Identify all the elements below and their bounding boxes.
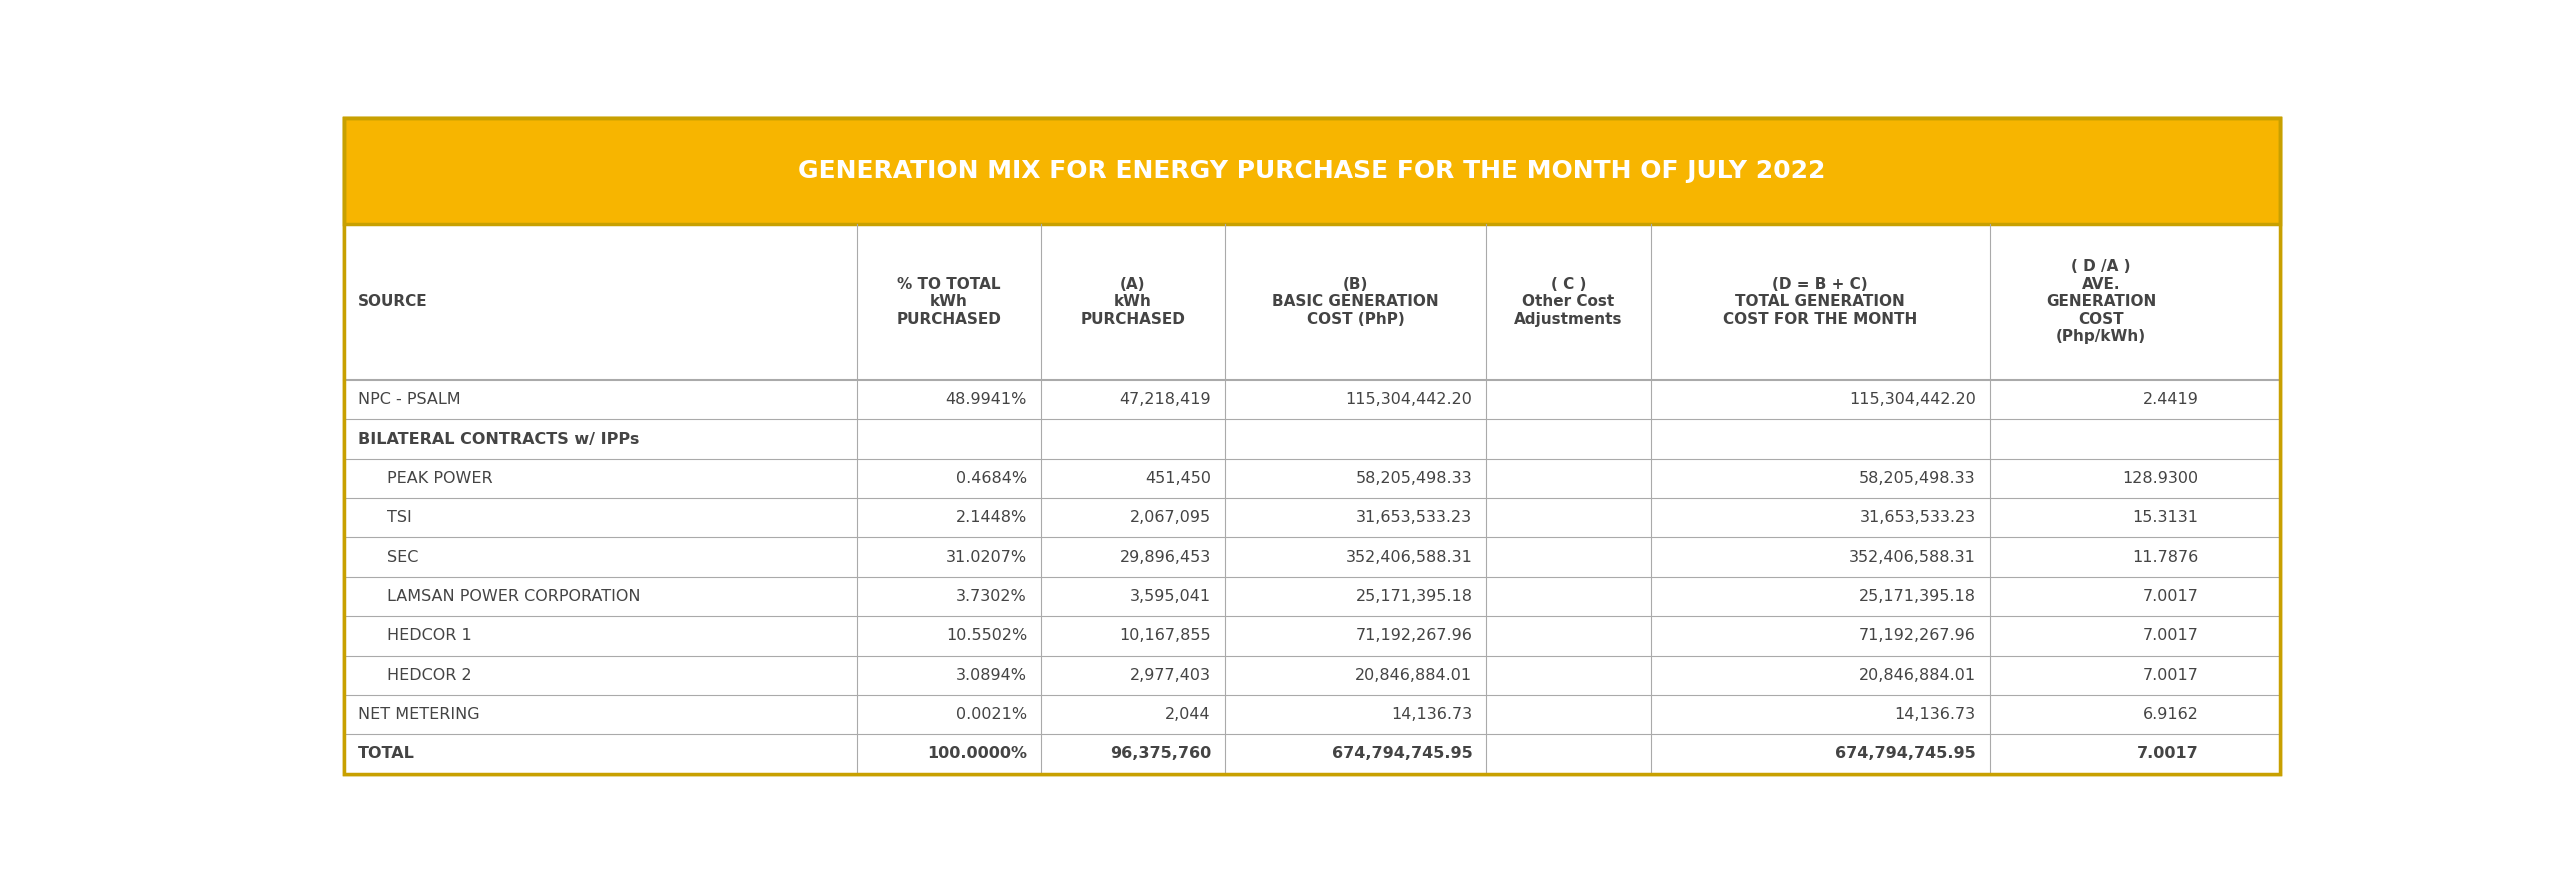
Text: 7.0017: 7.0017 [2138,746,2199,761]
Text: 14,136.73: 14,136.73 [1390,707,1472,722]
Text: 96,375,760: 96,375,760 [1108,746,1211,761]
Text: (A)
kWh
PURCHASED: (A) kWh PURCHASED [1080,277,1185,327]
Text: 674,794,745.95: 674,794,745.95 [1331,746,1472,761]
Text: 7.0017: 7.0017 [2143,668,2199,683]
Text: GENERATION MIX FOR ENERGY PURCHASE FOR THE MONTH OF JULY 2022: GENERATION MIX FOR ENERGY PURCHASE FOR T… [799,159,1825,183]
Text: 451,450: 451,450 [1144,471,1211,486]
Bar [343,380,2281,419]
Text: HEDCOR 2: HEDCOR 2 [387,668,471,683]
Text: 29,896,453: 29,896,453 [1119,549,1211,564]
Text: 352,406,588.31: 352,406,588.31 [1347,549,1472,564]
Text: 58,205,498.33: 58,205,498.33 [1859,471,1976,486]
Text: 11.7876: 11.7876 [2132,549,2199,564]
Text: 115,304,442.20: 115,304,442.20 [1347,392,1472,407]
Text: 7.0017: 7.0017 [2143,629,2199,644]
Text: 47,218,419: 47,218,419 [1119,392,1211,407]
Text: BILATERAL CONTRACTS w/ IPPs: BILATERAL CONTRACTS w/ IPPs [358,432,640,447]
Text: 58,205,498.33: 58,205,498.33 [1357,471,1472,486]
Text: ( D /A )
AVE.
GENERATION
COST
(Php/kWh): ( D /A ) AVE. GENERATION COST (Php/kWh) [2045,260,2156,344]
Text: TSI: TSI [387,510,412,525]
Text: PEAK POWER: PEAK POWER [387,471,494,486]
Bar [343,735,2281,774]
Text: 2.4419: 2.4419 [2143,392,2199,407]
Text: SOURCE: SOURCE [358,294,428,309]
Text: 0.0021%: 0.0021% [955,707,1027,722]
Text: (B)
BASIC GENERATION
COST (PhP): (B) BASIC GENERATION COST (PhP) [1272,277,1439,327]
Text: 2.1448%: 2.1448% [955,510,1027,525]
Bar [343,498,2281,538]
Bar [343,538,2281,577]
Text: 10,167,855: 10,167,855 [1119,629,1211,644]
Text: 3,595,041: 3,595,041 [1129,589,1211,604]
Text: 2,067,095: 2,067,095 [1129,510,1211,525]
Text: 674,794,745.95: 674,794,745.95 [1836,746,1976,761]
Text: ( C )
Other Cost
Adjustments: ( C ) Other Cost Adjustments [1516,277,1623,327]
Text: 31,653,533.23: 31,653,533.23 [1357,510,1472,525]
Text: 25,171,395.18: 25,171,395.18 [1859,589,1976,604]
Text: LAMSAN POWER CORPORATION: LAMSAN POWER CORPORATION [387,589,640,604]
Text: 2,044: 2,044 [1165,707,1211,722]
Text: (D = B + C)
TOTAL GENERATION
COST FOR THE MONTH: (D = B + C) TOTAL GENERATION COST FOR TH… [1723,277,1917,327]
Text: 71,192,267.96: 71,192,267.96 [1859,629,1976,644]
Text: 100.0000%: 100.0000% [927,746,1027,761]
Text: 2,977,403: 2,977,403 [1129,668,1211,683]
Text: NET METERING: NET METERING [358,707,479,722]
Bar [343,616,2281,655]
Text: HEDCOR 1: HEDCOR 1 [387,629,471,644]
Text: 14,136.73: 14,136.73 [1894,707,1976,722]
Text: NPC - PSALM: NPC - PSALM [358,392,461,407]
Bar [343,655,2281,695]
Text: 6.9162: 6.9162 [2143,707,2199,722]
Text: 352,406,588.31: 352,406,588.31 [1848,549,1976,564]
Bar [343,695,2281,735]
Text: % TO TOTAL
kWh
PURCHASED: % TO TOTAL kWh PURCHASED [896,277,1001,327]
Bar [343,577,2281,616]
Text: 48.9941%: 48.9941% [945,392,1027,407]
Text: 71,192,267.96: 71,192,267.96 [1354,629,1472,644]
Text: 10.5502%: 10.5502% [945,629,1027,644]
Text: 31,653,533.23: 31,653,533.23 [1859,510,1976,525]
Text: 115,304,442.20: 115,304,442.20 [1848,392,1976,407]
Text: 20,846,884.01: 20,846,884.01 [1859,668,1976,683]
Text: SEC: SEC [387,549,420,564]
Text: 25,171,395.18: 25,171,395.18 [1354,589,1472,604]
Text: 0.4684%: 0.4684% [955,471,1027,486]
Text: 15.3131: 15.3131 [2132,510,2199,525]
Bar [343,458,2281,498]
Text: TOTAL: TOTAL [358,746,415,761]
Text: 31.0207%: 31.0207% [945,549,1027,564]
Text: 20,846,884.01: 20,846,884.01 [1354,668,1472,683]
Text: 7.0017: 7.0017 [2143,589,2199,604]
Text: 128.9300: 128.9300 [2122,471,2199,486]
Text: 3.7302%: 3.7302% [957,589,1027,604]
Text: 3.0894%: 3.0894% [955,668,1027,683]
Bar [343,419,2281,458]
